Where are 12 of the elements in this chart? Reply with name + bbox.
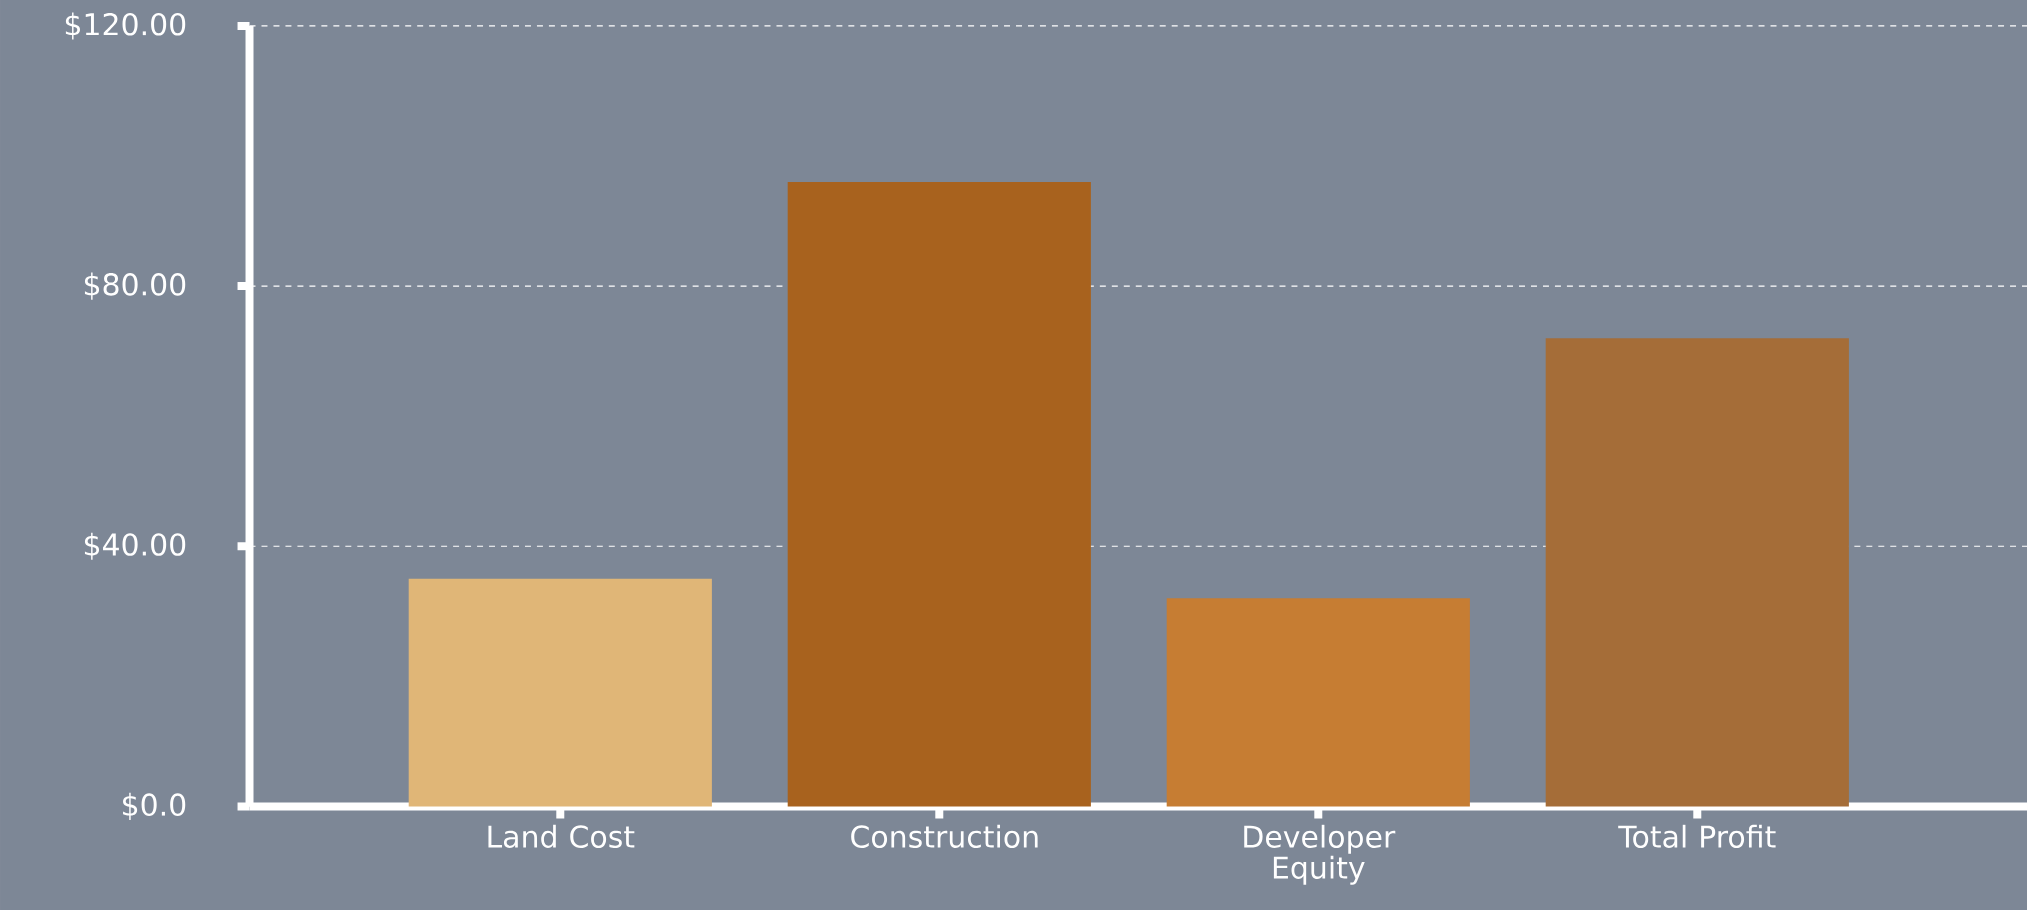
y-tick-label: $0.0 [123,792,186,820]
x-tick-label: Land Cost [488,824,635,848]
bar [408,578,712,807]
x-tick-label: Construction [851,824,1038,848]
bar [787,181,1091,807]
bar [1545,338,1849,807]
y-tick-label: $40.00 [84,532,186,560]
bar [1166,598,1470,807]
y-tick-label: $120.00 [65,12,186,40]
x-tick-label: Total Profit [1618,824,1776,848]
x-tick-label: Developer Equity [1244,824,1396,885]
y-tick-label: $80.00 [84,272,186,300]
